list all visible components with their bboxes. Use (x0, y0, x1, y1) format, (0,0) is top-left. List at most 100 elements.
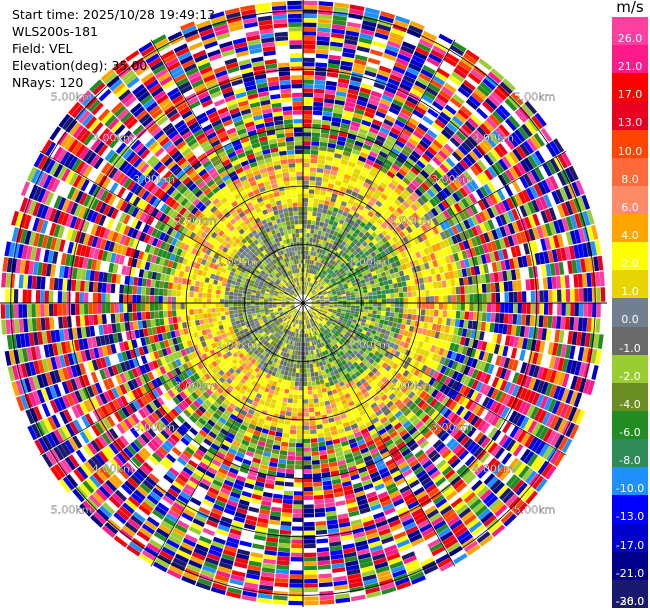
velocity-gate (503, 281, 509, 292)
velocity-gate (356, 159, 365, 167)
velocity-gate (303, 206, 308, 211)
velocity-gate (417, 197, 426, 206)
velocity-gate (325, 156, 334, 162)
velocity-gate (310, 224, 315, 230)
velocity-gate (286, 380, 291, 386)
velocity-gate (361, 147, 370, 155)
velocity-gate (364, 296, 369, 300)
velocity-gate (303, 97, 313, 102)
velocity-gate (342, 114, 353, 121)
velocity-gate (438, 303, 444, 310)
velocity-gate (311, 136, 320, 142)
velocity-gate (309, 293, 313, 298)
velocity-gate (289, 389, 294, 395)
velocity-gate (368, 295, 373, 300)
velocity-gate (355, 253, 361, 259)
velocity-gate (339, 163, 348, 170)
velocity-gate (425, 289, 430, 297)
velocity-gate (330, 278, 335, 283)
velocity-gate (384, 234, 392, 241)
velocity-gate (287, 376, 292, 381)
velocity-gate (355, 235, 362, 241)
velocity-gate (383, 200, 391, 209)
velocity-gate (341, 246, 347, 252)
velocity-gate (428, 316, 434, 323)
velocity-gate (327, 147, 336, 153)
velocity-gate (303, 290, 305, 295)
velocity-gate (395, 171, 405, 180)
velocity-gate (369, 218, 376, 225)
velocity-gate (275, 569, 289, 575)
velocity-gate (294, 478, 303, 483)
velocity-gate (410, 279, 416, 286)
velocity-gate (329, 253, 334, 259)
velocity-gate (428, 83, 441, 93)
velocity-gate (354, 108, 365, 116)
velocity-gate (340, 182, 348, 189)
velocity-gate (447, 303, 452, 311)
velocity-gate (505, 118, 517, 131)
velocity-gate (564, 316, 570, 330)
velocity-gate (349, 80, 361, 87)
velocity-gate (381, 294, 386, 299)
velocity-gate (303, 40, 316, 45)
velocity-gate (296, 434, 303, 439)
velocity-gate (416, 296, 422, 303)
velocity-gate (376, 73, 389, 82)
velocity-gate (460, 56, 475, 69)
velocity-gate (490, 148, 501, 161)
velocity-gate (399, 303, 404, 308)
velocity-gate (387, 279, 393, 285)
velocity-gate (281, 379, 287, 385)
velocity-gate (292, 368, 297, 373)
velocity-gate (312, 119, 322, 125)
velocity-gate (380, 204, 388, 212)
velocity-gate (275, 386, 281, 392)
velocity-gate (311, 216, 317, 221)
velocity-gate (374, 32, 389, 40)
velocity-gate (395, 139, 405, 149)
velocity-gate (465, 153, 476, 165)
velocity-gate (304, 570, 318, 575)
velocity-gate (372, 214, 379, 222)
velocity-gate (307, 385, 313, 391)
velocity-gate (307, 268, 311, 273)
velocity-gate (323, 271, 328, 276)
velocity-gate (539, 303, 544, 315)
velocity-gate (304, 268, 307, 273)
velocity-gate (405, 280, 411, 287)
velocity-gate (508, 303, 514, 314)
velocity-gate (362, 182, 371, 189)
velocity-gate (325, 89, 336, 95)
velocity-gate (303, 5, 318, 10)
velocity-gate (283, 428, 290, 434)
velocity-gate (355, 218, 362, 225)
velocity-gate (455, 130, 467, 142)
velocity-gate (586, 317, 592, 332)
velocity-gate (350, 176, 358, 183)
velocity-gate (404, 209, 412, 217)
velocity-gate (516, 314, 522, 325)
velocity-gate (380, 285, 385, 291)
velocity-gate (428, 282, 434, 290)
velocity-gate (289, 570, 303, 575)
velocity-gate (458, 277, 465, 286)
velocity-gate (324, 164, 332, 170)
velocity-gate (318, 239, 323, 245)
velocity-gate (382, 53, 397, 62)
velocity-gate (452, 165, 463, 176)
velocity-gate (288, 438, 296, 443)
velocity-gate (371, 238, 378, 245)
velocity-gate (310, 429, 317, 435)
velocity-gate (449, 119, 461, 130)
velocity-gate (331, 24, 346, 30)
velocity-gate (355, 241, 362, 247)
velocity-gate (303, 88, 314, 93)
velocity-gate (326, 210, 333, 216)
velocity-gate (465, 98, 479, 110)
velocity-gate (392, 98, 404, 108)
velocity-gate (309, 282, 312, 287)
velocity-gate (423, 276, 429, 284)
velocity-gate (426, 188, 436, 198)
velocity-gate (396, 195, 405, 204)
